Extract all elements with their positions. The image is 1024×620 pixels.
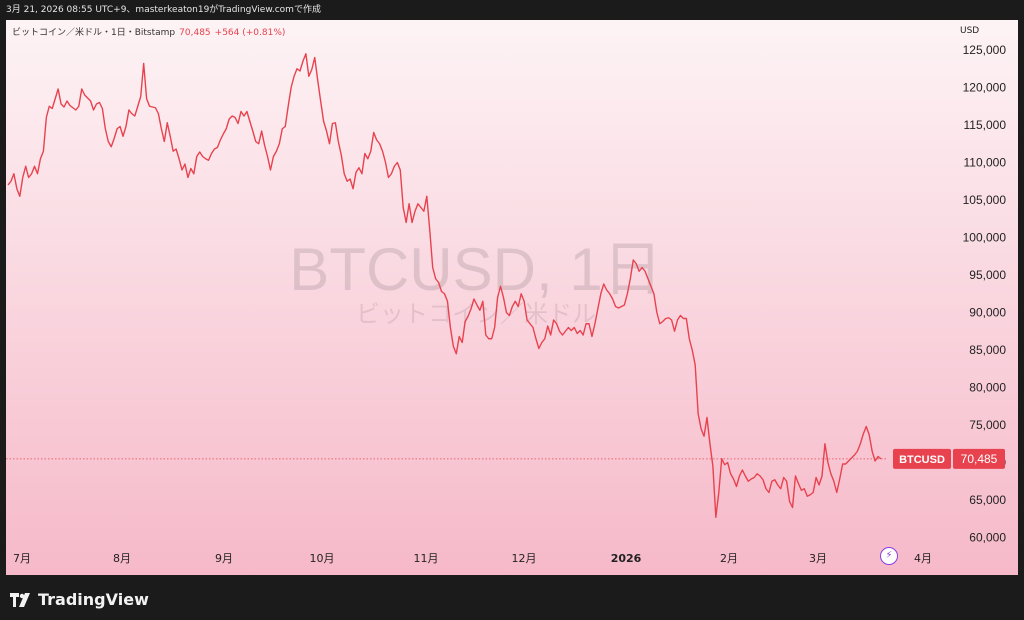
legend-symbol: ビットコイン／米ドル・1日・Bitstamp	[12, 28, 176, 38]
x-axis: 7月 8月 9月 10月 11月 12月 2026 2月 3月 4月	[13, 552, 932, 565]
y-tick-label: 80,000	[969, 381, 1006, 395]
y-tick-label: 75,000	[969, 418, 1006, 432]
price-chart[interactable]: BTCUSD, 1日 ビットコイン／米ドル 125,000120,000115,…	[6, 20, 1018, 575]
btc-price-series	[7, 53, 882, 518]
lightning-icon[interactable]: ⚡	[880, 547, 898, 565]
price-label-symbol: BTCUSD	[899, 454, 945, 466]
currency-label[interactable]: USD	[960, 26, 980, 36]
x-tick-label: 2026	[611, 552, 642, 565]
y-tick-label: 120,000	[963, 81, 1007, 95]
y-tick-label: 65,000	[969, 493, 1006, 507]
y-tick-label: 90,000	[969, 306, 1006, 320]
legend-change: +564 (+0.81%)	[214, 28, 286, 38]
x-tick-label: 4月	[914, 552, 932, 565]
x-tick-label: 10月	[310, 552, 335, 565]
y-tick-label: 115,000	[964, 118, 1007, 132]
watermark-main: BTCUSD, 1日	[289, 236, 662, 303]
tradingview-logo[interactable]: TradingView	[10, 590, 149, 609]
y-tick-label: 100,000	[963, 231, 1007, 245]
legend-price: 70,485	[179, 28, 211, 38]
y-tick-label: 125,000	[963, 43, 1007, 57]
x-tick-label: 7月	[13, 552, 31, 565]
price-label: BTCUSD 70,485	[893, 448, 1005, 469]
chart-panel[interactable]: BTCUSD, 1日 ビットコイン／米ドル 125,000 120,000 115,…	[6, 20, 1018, 575]
chart-attribution: 3月 21, 2026 08:55 UTC+9、masterkeaton19がT…	[6, 5, 321, 15]
price-label-value: 70,485	[961, 452, 998, 466]
tradingview-logo-text: TradingView	[38, 590, 149, 609]
x-tick-label: 2月	[720, 552, 738, 565]
footer-bar	[0, 575, 1024, 620]
y-tick-label: 110,000	[964, 156, 1007, 170]
y-tick-label: 85,000	[969, 343, 1006, 357]
tradingview-logo-icon	[10, 592, 30, 607]
x-tick-label: 3月	[809, 552, 827, 565]
symbol-legend[interactable]: ビットコイン／米ドル・1日・Bitstamp 70,485 +564 (+0.81%…	[12, 25, 285, 38]
x-tick-label: 8月	[113, 552, 131, 565]
y-tick-label: 60,000	[969, 531, 1006, 545]
y-tick-label: 95,000	[969, 268, 1006, 282]
x-tick-label: 11月	[414, 552, 439, 565]
x-tick-label: 12月	[512, 552, 537, 565]
y-tick-label: 105,000	[963, 193, 1007, 207]
x-tick-label: 9月	[215, 552, 233, 565]
chart-background	[6, 20, 1018, 575]
